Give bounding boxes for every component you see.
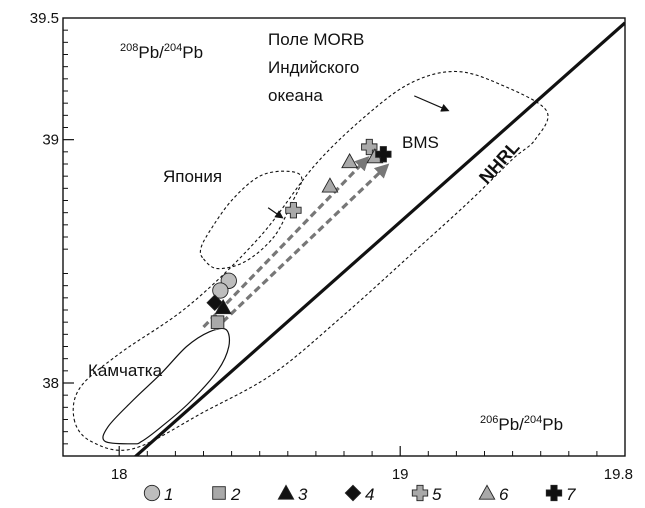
trend-arrow-2 bbox=[213, 163, 390, 331]
data-point-series-5-1 bbox=[285, 202, 302, 219]
field-arrow-1 bbox=[414, 95, 450, 112]
kamchatka-label: Камчатка bbox=[88, 361, 163, 380]
legend-marker-7 bbox=[545, 484, 563, 502]
legend-label-4: 4 bbox=[365, 485, 374, 504]
y-tick-label: 38 bbox=[42, 375, 59, 392]
x-tick-label: 19.8 bbox=[604, 466, 633, 483]
data-point-series-1-2 bbox=[212, 282, 229, 299]
y-tick-label: 39.5 bbox=[30, 10, 59, 27]
field-arrow-2 bbox=[267, 207, 284, 219]
trend-arrow-1 bbox=[202, 156, 370, 329]
field-outline-3 bbox=[102, 327, 231, 445]
bms-label: BMS bbox=[402, 133, 439, 152]
data-point-series-6-1 bbox=[321, 177, 339, 193]
data-point-series-7-1 bbox=[375, 146, 392, 163]
legend: 1 2 3 4 5 6 7 bbox=[143, 484, 576, 504]
data-point-series-4-1 bbox=[206, 294, 224, 312]
legend-label-3: 3 bbox=[298, 485, 308, 504]
legend-marker-2 bbox=[212, 486, 226, 500]
plot-area bbox=[72, 21, 625, 456]
morb-label-line-1: Поле MORB bbox=[268, 30, 364, 49]
field-outline-1 bbox=[72, 70, 549, 451]
data-point-series-2-1 bbox=[210, 315, 225, 329]
y-tick-label: 39 bbox=[42, 132, 59, 149]
legend-label-5: 5 bbox=[432, 485, 442, 504]
field-outline-2 bbox=[199, 170, 303, 270]
legend-marker-3 bbox=[277, 484, 295, 500]
legend-label-1: 1 bbox=[164, 485, 173, 504]
legend-label-6: 6 bbox=[499, 485, 509, 504]
nhrl-line bbox=[133, 21, 625, 456]
plot-content bbox=[72, 21, 625, 456]
x-tick-label: 19 bbox=[392, 466, 409, 483]
data-point-series-6-2 bbox=[341, 152, 359, 169]
legend-marker-1 bbox=[143, 484, 161, 502]
x-axis-title: 206Pb/204Pb bbox=[480, 414, 563, 434]
nhrl-label: NHRL bbox=[475, 137, 523, 188]
legend-marker-4 bbox=[344, 484, 362, 502]
y-axis-title: 208Pb/204Pb bbox=[120, 42, 203, 62]
plot-frame bbox=[62, 17, 626, 457]
x-axis: 18 19 19.8 bbox=[111, 446, 633, 483]
x-tick-label: 18 bbox=[111, 466, 128, 483]
legend-label-2: 2 bbox=[230, 485, 241, 504]
japan-label: Япония bbox=[163, 167, 222, 186]
legend-marker-5 bbox=[411, 484, 429, 502]
legend-marker-6 bbox=[478, 484, 496, 500]
y-axis: 38 39 39.5 bbox=[30, 10, 74, 445]
data-point-series-3-1 bbox=[214, 298, 232, 315]
morb-label-line-3: океана bbox=[268, 86, 323, 105]
morb-label-line-2: Индийского bbox=[268, 58, 359, 77]
legend-label-7: 7 bbox=[566, 485, 576, 504]
